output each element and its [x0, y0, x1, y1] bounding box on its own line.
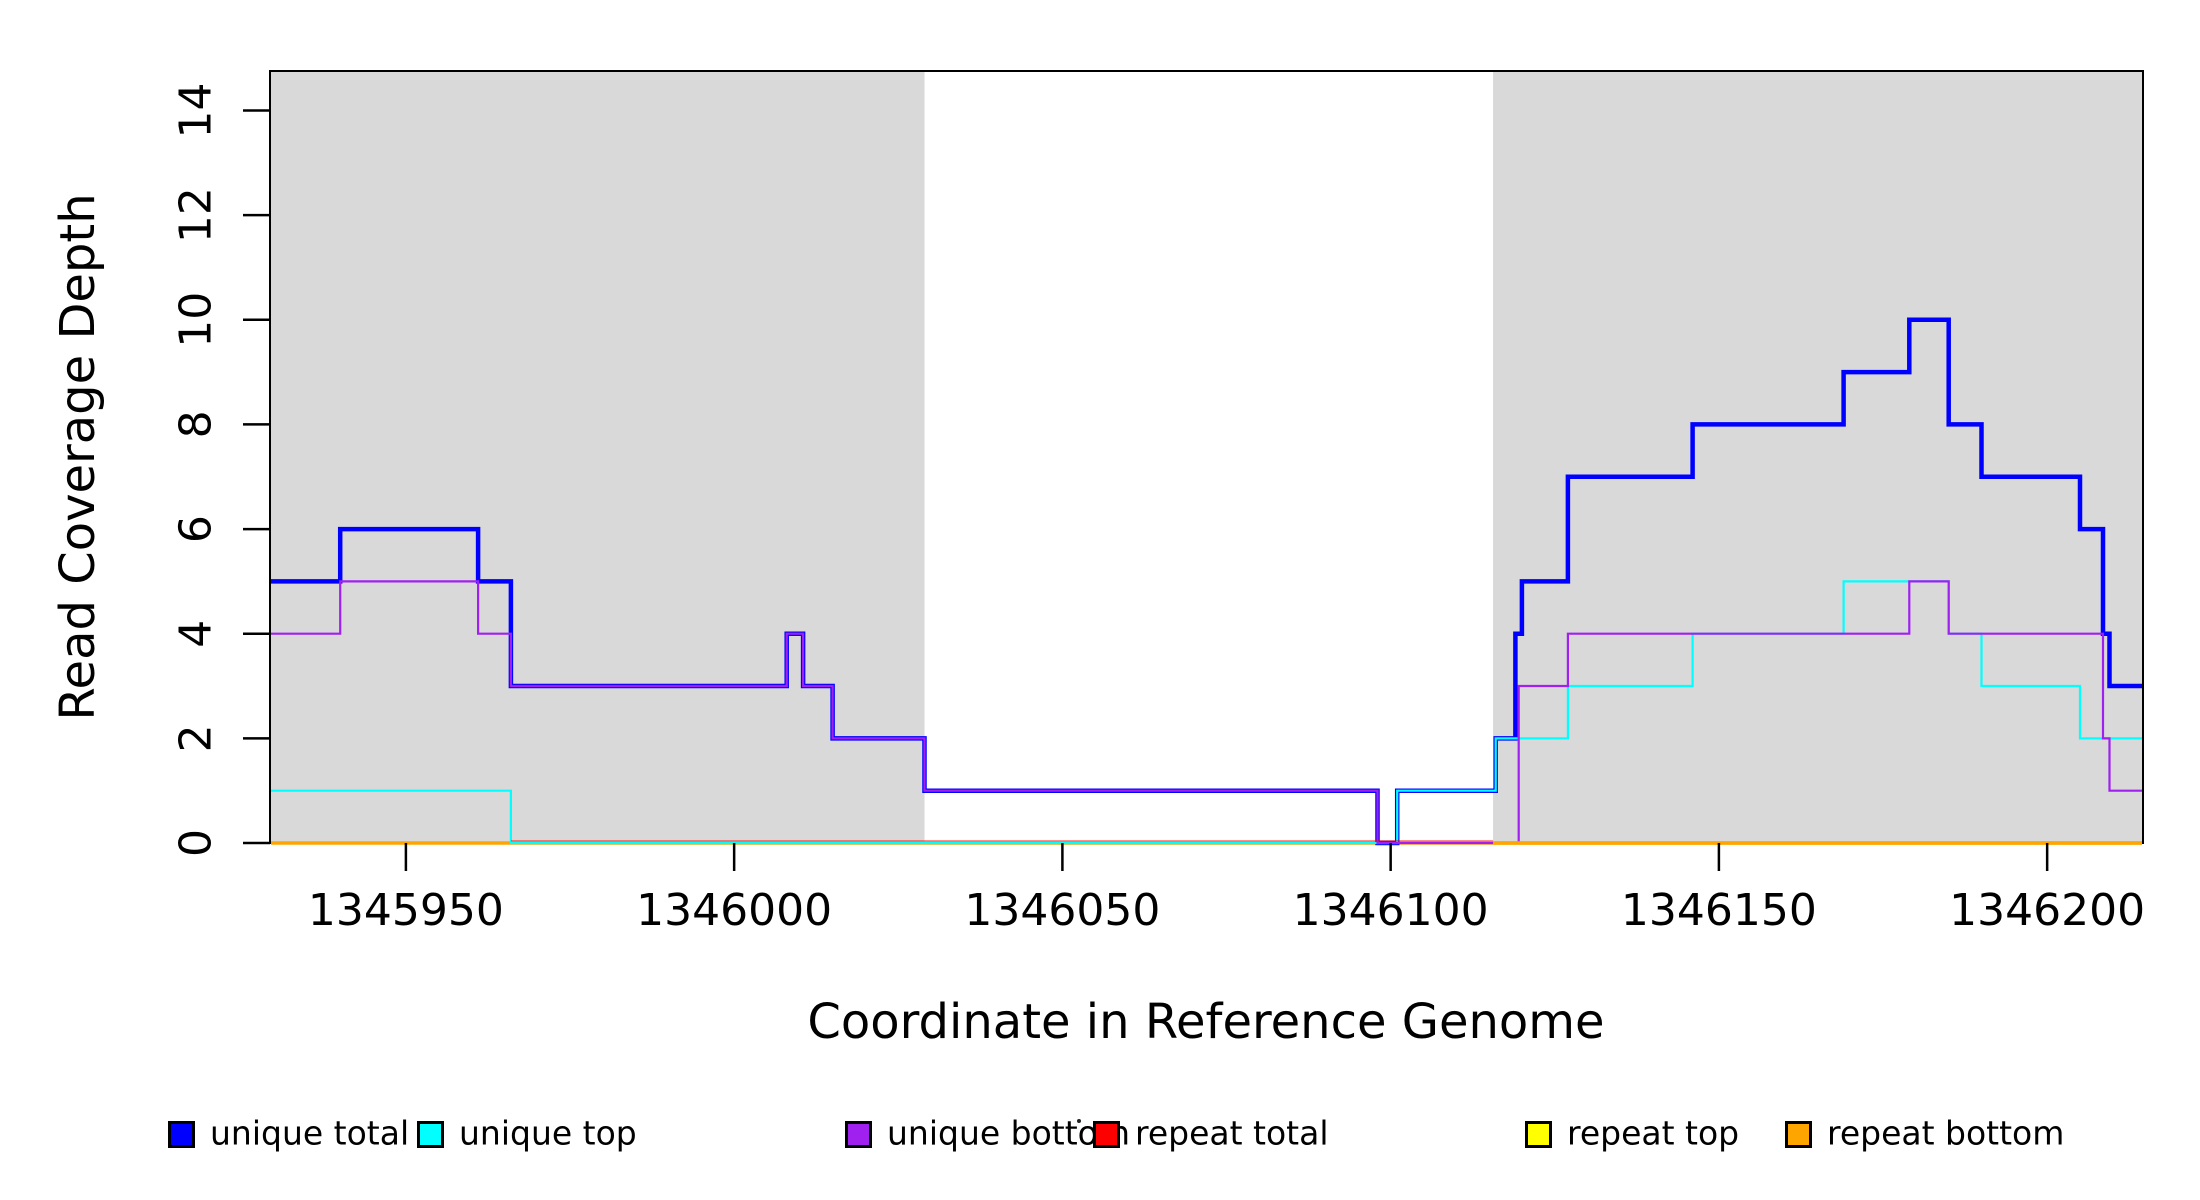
repeat-region-right [1493, 71, 2143, 843]
y-tick-label: 0 [171, 829, 222, 857]
legend-label-unique-bottom: unique bottom [887, 1113, 1131, 1153]
legend-swatch-unique-top [417, 1121, 444, 1148]
x-tick-label: 1346200 [1949, 885, 2145, 936]
x-axis-title: Coordinate in Reference Genome [807, 994, 1605, 1050]
legend-label-repeat-total: repeat total [1135, 1113, 1329, 1153]
legend-label-repeat-top: repeat top [1567, 1113, 1740, 1153]
x-tick-label: 1345950 [308, 885, 504, 936]
x-tick-label: 1346000 [636, 885, 832, 936]
y-tick-label: 6 [171, 515, 222, 543]
y-tick-label: 14 [171, 83, 222, 139]
legend-swatch-repeat-top [1525, 1121, 1552, 1148]
x-tick-label: 1346050 [964, 885, 1160, 936]
y-axis-title: Read Coverage Depth [50, 193, 106, 721]
legend-label-unique-total: unique total [210, 1113, 410, 1153]
x-tick-label: 1346150 [1621, 885, 1817, 936]
legend-swatch-unique-bottom [845, 1121, 872, 1148]
legend-artifact-dot [1077, 1119, 1081, 1123]
legend-swatch-repeat-total [1093, 1121, 1120, 1148]
y-tick-label: 2 [171, 724, 222, 752]
y-tick-label: 12 [171, 187, 222, 243]
series-unique-bottom [271, 580, 2142, 845]
y-tick-label: 8 [171, 410, 222, 438]
y-tick-label: 10 [171, 292, 222, 348]
plot-frame [269, 70, 2144, 843]
series-unique-top [271, 580, 2142, 845]
legend-label-unique-top: unique top [459, 1113, 637, 1153]
legend-label-repeat-bottom: repeat bottom [1827, 1113, 2065, 1153]
repeat-region-left [270, 71, 925, 843]
legend-swatch-repeat-bottom [1785, 1121, 1812, 1148]
y-tick-label: 4 [171, 620, 222, 648]
x-tick-label: 1346100 [1293, 885, 1489, 936]
legend-swatch-unique-total [168, 1121, 195, 1148]
